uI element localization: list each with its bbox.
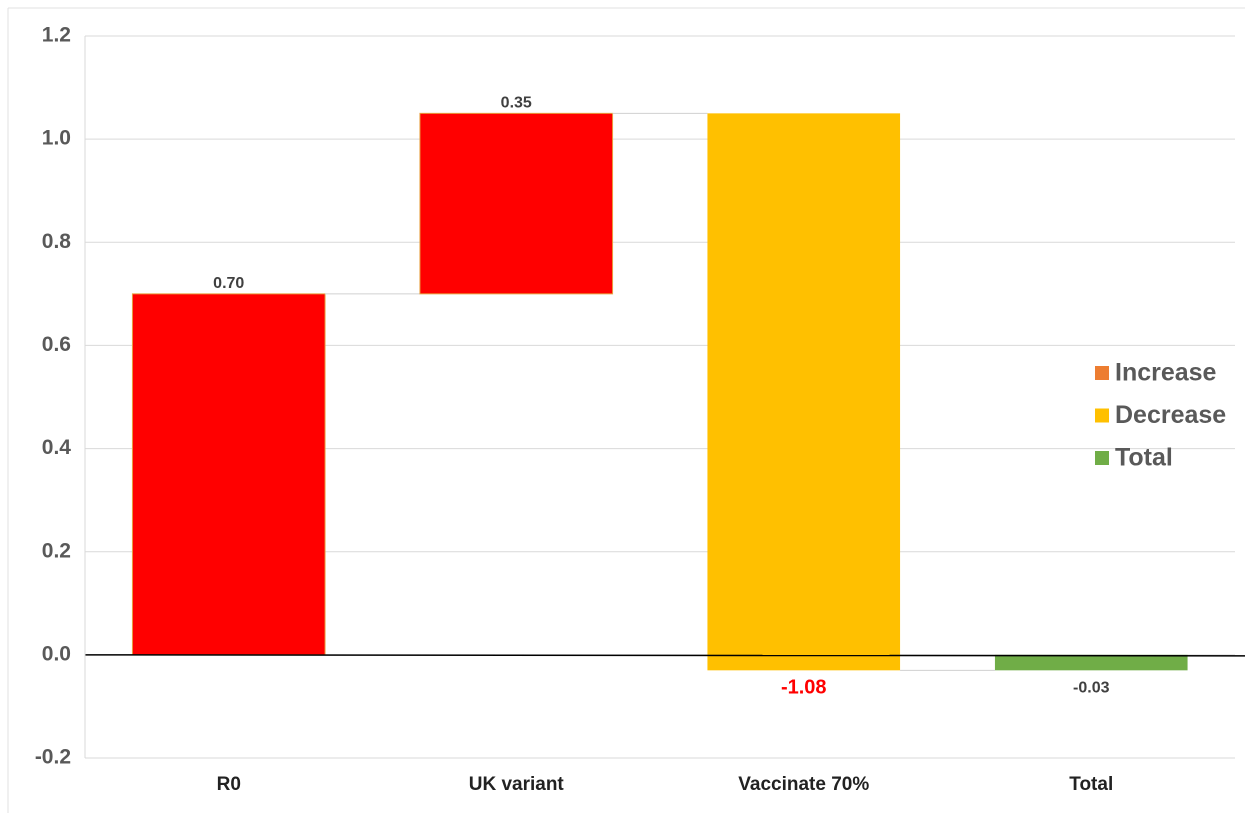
bar [707, 113, 901, 671]
y-tick-label: 0.6 [42, 333, 71, 356]
value-label: 0.70 [213, 275, 244, 292]
zero-axis [84, 654, 1245, 657]
value-label: 0.35 [501, 95, 532, 112]
legend-swatch [1095, 451, 1109, 465]
bar [131, 293, 326, 656]
legend-label: Total [1115, 444, 1173, 472]
y-tick-label: 0.0 [42, 642, 71, 665]
y-tick-label: 0.4 [42, 436, 72, 459]
value-label: -1.08 [781, 677, 827, 699]
bar [994, 654, 1188, 671]
legend-label: Increase [1115, 359, 1217, 387]
y-tick-label: 0.2 [42, 539, 71, 562]
bar [419, 112, 614, 295]
value-label: -0.03 [1073, 680, 1110, 697]
y-tick-label: 0.8 [42, 230, 72, 253]
y-tick-label: 1.2 [42, 24, 71, 47]
y-tick-label: -0.2 [35, 746, 71, 769]
y-tick-label: 1.0 [42, 127, 71, 150]
x-tick-label: Total [1069, 774, 1113, 795]
x-tick-label: Vaccinate 70% [738, 774, 869, 795]
legend-swatch [1095, 408, 1109, 423]
legend-swatch [1095, 366, 1109, 380]
x-tick-label: UK variant [469, 774, 565, 795]
x-tick-label: R0 [217, 774, 241, 795]
legend-label: Decrease [1115, 401, 1226, 429]
